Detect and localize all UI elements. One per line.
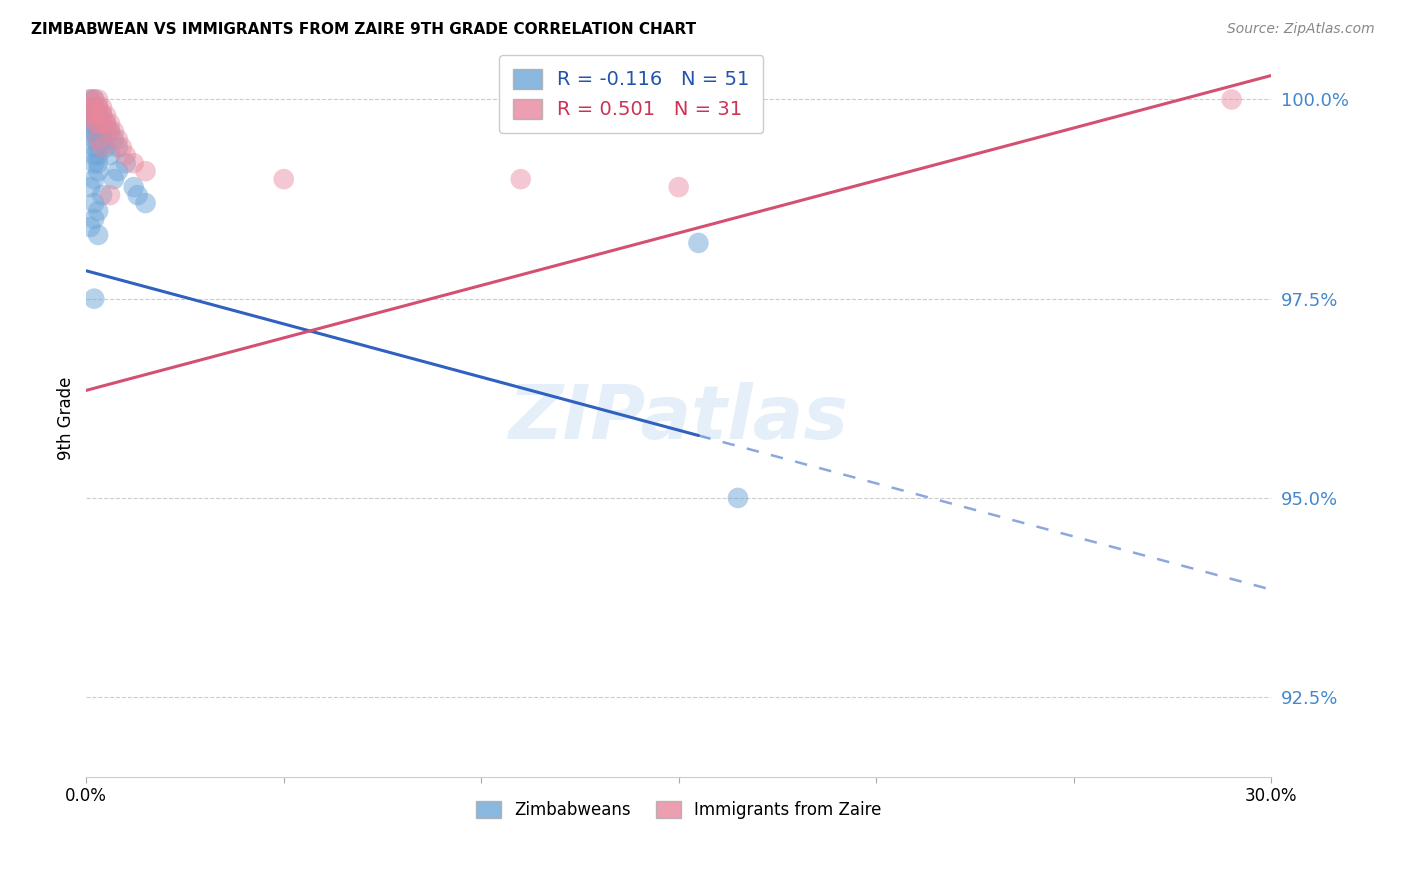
Point <box>91 116 114 130</box>
Point <box>87 148 110 162</box>
Point <box>111 140 134 154</box>
Point <box>91 188 114 202</box>
Point <box>135 196 157 211</box>
Point <box>83 156 105 170</box>
Point <box>87 100 110 114</box>
Point <box>87 124 110 138</box>
Text: ZIPatlas: ZIPatlas <box>509 382 849 455</box>
Point <box>107 140 129 154</box>
Point <box>509 172 531 186</box>
Point <box>87 140 110 154</box>
Point <box>83 172 105 186</box>
Point <box>114 156 136 170</box>
Point <box>91 100 114 114</box>
Point <box>83 212 105 227</box>
Point <box>79 92 101 106</box>
Point <box>114 148 136 162</box>
Point <box>87 92 110 106</box>
Point <box>122 156 145 170</box>
Point <box>122 180 145 194</box>
Point <box>79 100 101 114</box>
Point <box>91 124 114 138</box>
Point <box>107 164 129 178</box>
Point <box>91 108 114 122</box>
Point <box>83 92 105 106</box>
Point <box>127 188 149 202</box>
Point <box>87 116 110 130</box>
Point <box>688 235 710 250</box>
Point <box>91 140 114 154</box>
Point <box>83 140 105 154</box>
Point <box>1220 92 1243 106</box>
Point <box>103 124 125 138</box>
Legend: Zimbabweans, Immigrants from Zaire: Zimbabweans, Immigrants from Zaire <box>470 795 889 826</box>
Point <box>79 92 101 106</box>
Point <box>103 132 125 146</box>
Point <box>98 148 121 162</box>
Text: Source: ZipAtlas.com: Source: ZipAtlas.com <box>1227 22 1375 37</box>
Point <box>87 204 110 219</box>
Point <box>87 156 110 170</box>
Point <box>79 100 101 114</box>
Point <box>98 116 121 130</box>
Point <box>103 172 125 186</box>
Point <box>79 108 101 122</box>
Text: ZIMBABWEAN VS IMMIGRANTS FROM ZAIRE 9TH GRADE CORRELATION CHART: ZIMBABWEAN VS IMMIGRANTS FROM ZAIRE 9TH … <box>31 22 696 37</box>
Point <box>83 196 105 211</box>
Point <box>83 116 105 130</box>
Point <box>98 188 121 202</box>
Point <box>83 292 105 306</box>
Point <box>83 100 105 114</box>
Point <box>79 219 101 234</box>
Point <box>79 108 101 122</box>
Point <box>94 116 117 130</box>
Point <box>98 124 121 138</box>
Point <box>87 132 110 146</box>
Point <box>83 148 105 162</box>
Point <box>87 108 110 122</box>
Point <box>668 180 690 194</box>
Point <box>87 116 110 130</box>
Point <box>83 100 105 114</box>
Point <box>87 100 110 114</box>
Point <box>79 124 101 138</box>
Point <box>79 116 101 130</box>
Point <box>83 92 105 106</box>
Point <box>91 116 114 130</box>
Point <box>98 124 121 138</box>
Y-axis label: 9th Grade: 9th Grade <box>58 376 75 460</box>
Point <box>107 132 129 146</box>
Point <box>94 124 117 138</box>
Point <box>83 116 105 130</box>
Point <box>83 108 105 122</box>
Point <box>91 108 114 122</box>
Point <box>94 140 117 154</box>
Point <box>135 164 157 178</box>
Point <box>83 108 105 122</box>
Point <box>83 132 105 146</box>
Point <box>94 108 117 122</box>
Point <box>91 132 114 146</box>
Point <box>94 116 117 130</box>
Point <box>87 164 110 178</box>
Point <box>79 180 101 194</box>
Point <box>727 491 749 505</box>
Point <box>87 108 110 122</box>
Point <box>83 124 105 138</box>
Point <box>273 172 295 186</box>
Point <box>87 132 110 146</box>
Point <box>87 227 110 242</box>
